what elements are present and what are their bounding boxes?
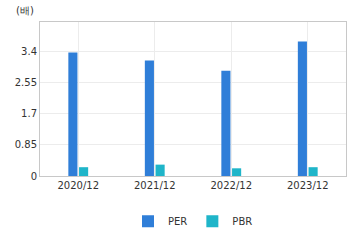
svg-text:2022/12: 2022/12 [210,180,252,191]
svg-text:(배): (배) [16,5,34,16]
svg-text:1.7: 1.7 [21,108,37,119]
svg-text:2020/12: 2020/12 [57,180,99,191]
svg-text:PBR: PBR [232,216,252,227]
svg-text:2023/12: 2023/12 [287,180,329,191]
svg-text:0: 0 [31,171,37,182]
svg-text:PER: PER [168,216,187,227]
svg-text:3.4: 3.4 [21,46,37,57]
svg-text:0.85: 0.85 [15,139,37,150]
svg-text:2.55: 2.55 [15,77,37,88]
svg-text:2021/12: 2021/12 [134,180,176,191]
